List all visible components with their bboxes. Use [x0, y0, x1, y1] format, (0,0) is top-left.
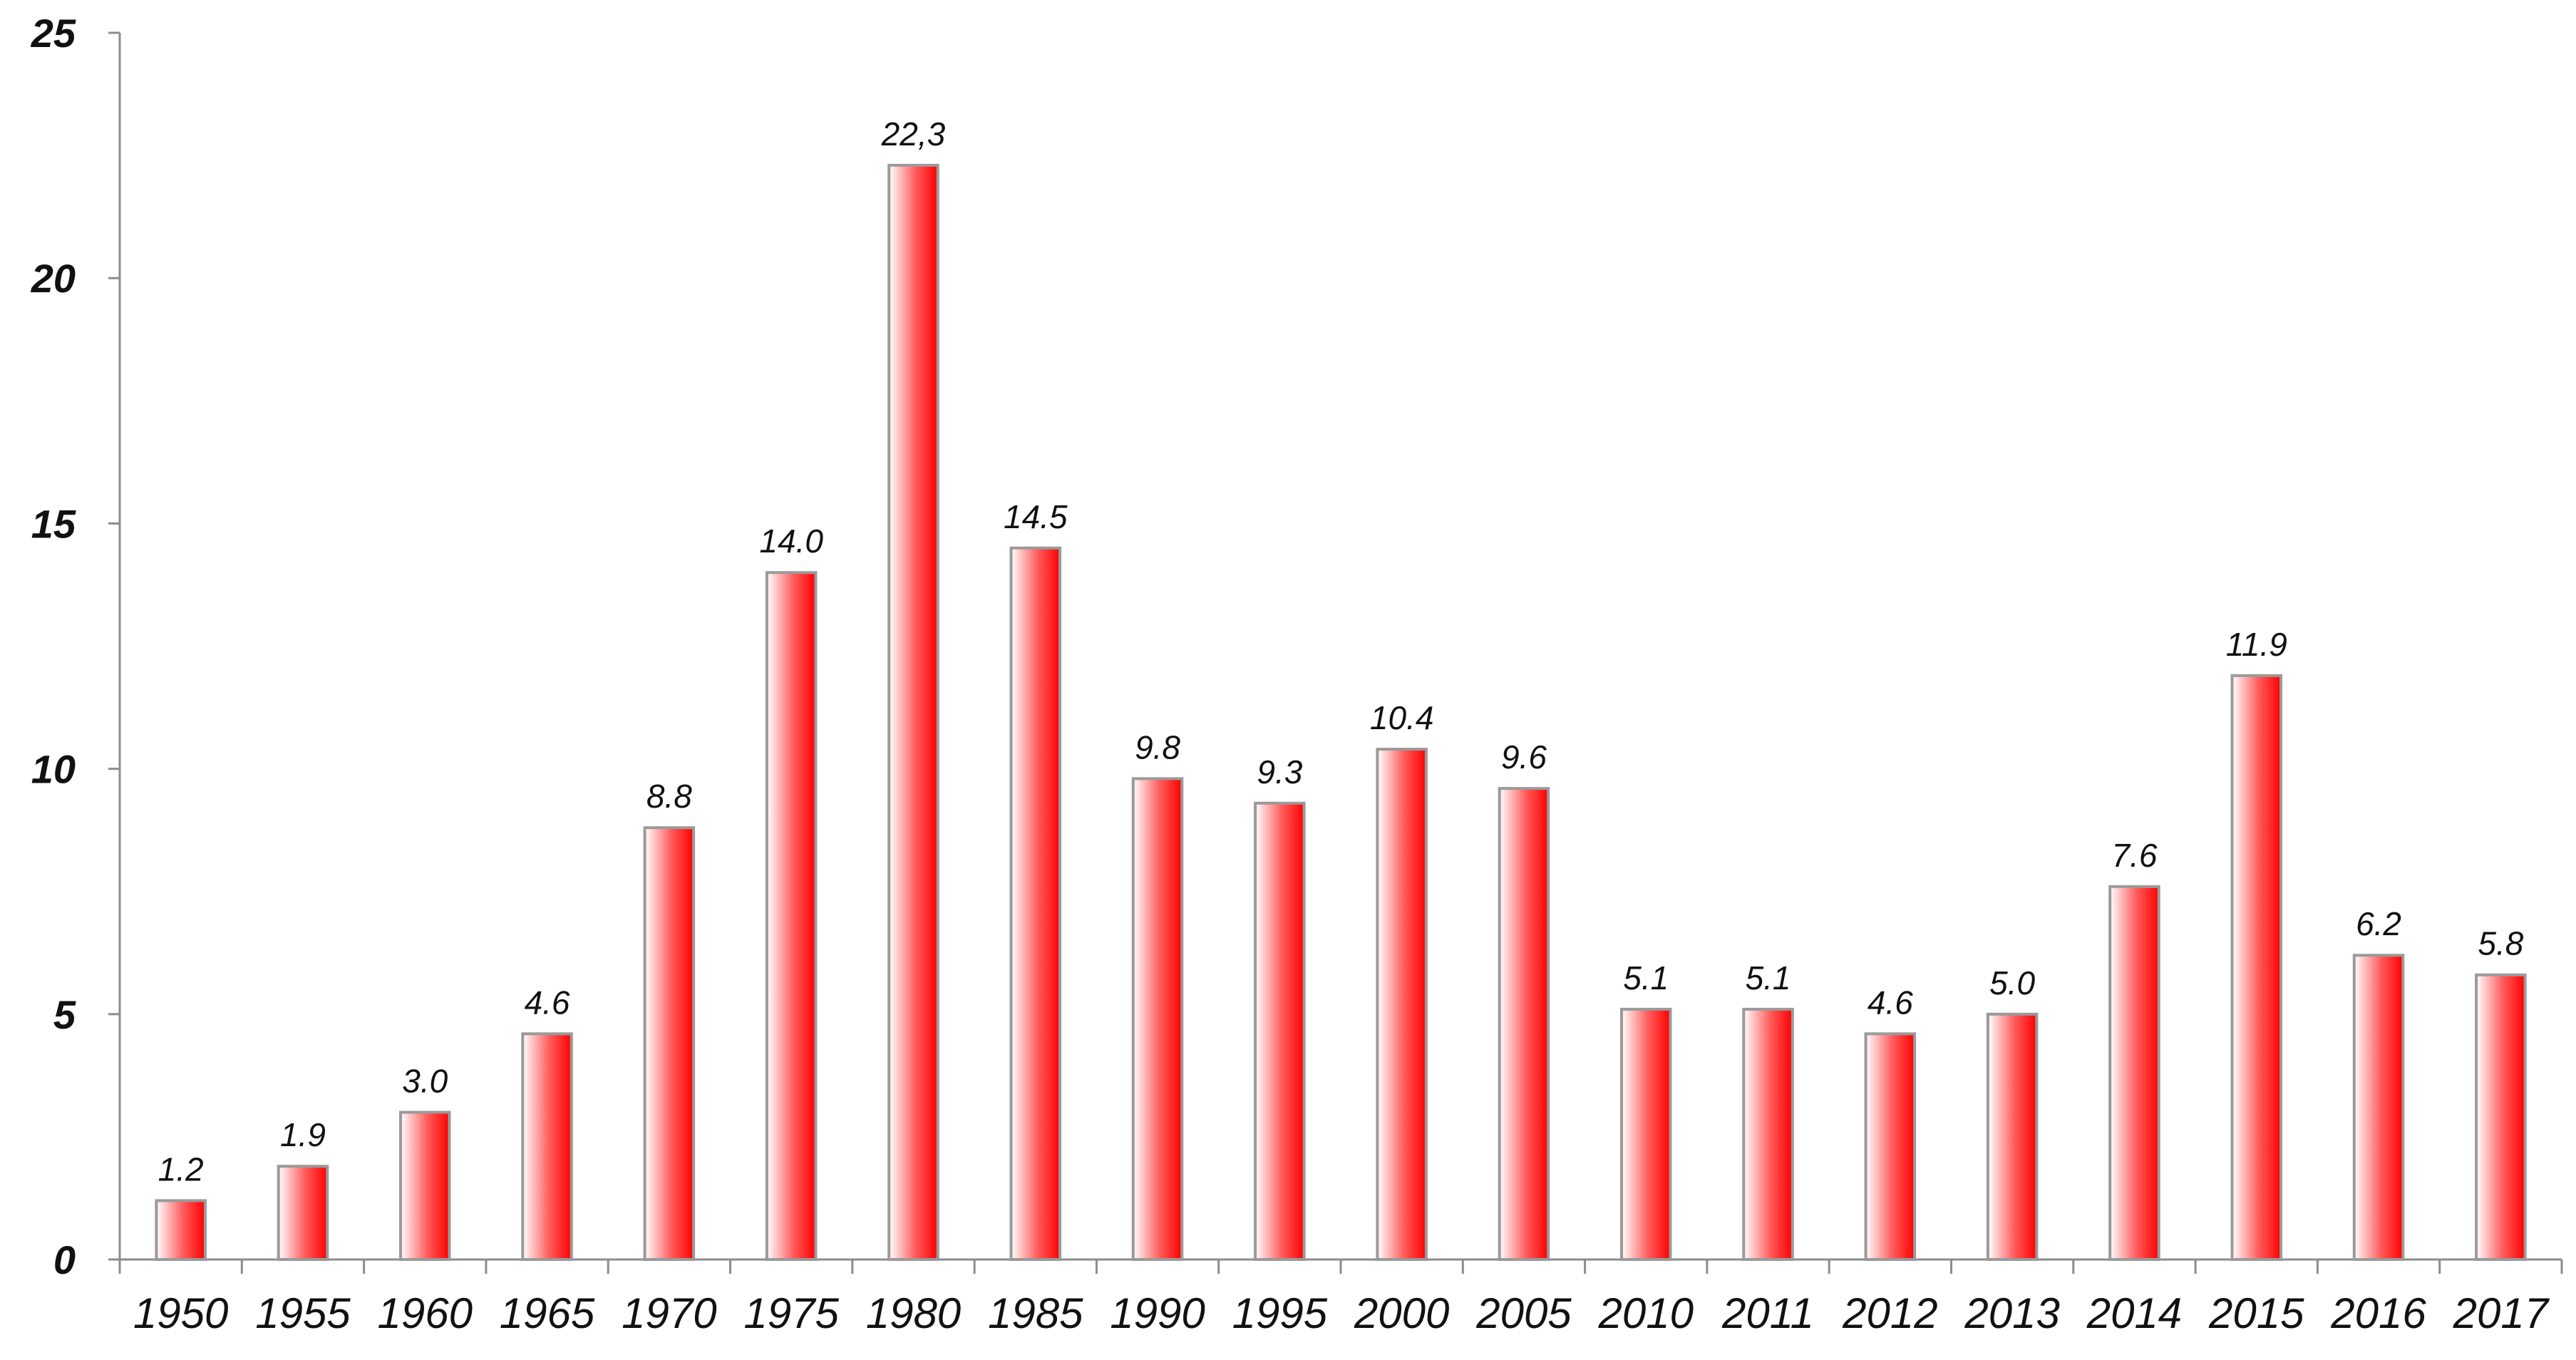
data-label-2015: 11.9 — [2226, 626, 2287, 663]
x-tick-label: 2016 — [2330, 1289, 2426, 1337]
bar-1965 — [521, 1032, 573, 1262]
bar-1950 — [155, 1199, 207, 1261]
x-tick-label: 2013 — [1964, 1289, 2059, 1337]
x-tick-label: 1995 — [1232, 1289, 1328, 1337]
bar-2017 — [2475, 973, 2527, 1262]
x-tick-label: 2010 — [1598, 1289, 1694, 1337]
bar-1955 — [277, 1165, 329, 1261]
x-tick-label: 2011 — [1721, 1289, 1814, 1337]
bar-1970 — [643, 826, 696, 1261]
y-tick-label: 20 — [31, 256, 76, 301]
x-tick-label: 2005 — [1475, 1289, 1572, 1337]
bar-2010 — [1619, 1007, 1672, 1262]
bar-2005 — [1498, 787, 1550, 1261]
bar-1975 — [765, 571, 818, 1261]
y-tick-label: 10 — [31, 747, 76, 792]
bar-1995 — [1254, 801, 1306, 1261]
bar-2011 — [1742, 1007, 1794, 1262]
data-label-2017: 5.8 — [2478, 925, 2523, 962]
bar-1960 — [398, 1111, 451, 1261]
data-label-2013: 5.0 — [1989, 964, 2035, 1001]
x-tick-label: 2014 — [2086, 1289, 2182, 1337]
data-label-1955: 1.9 — [280, 1116, 326, 1153]
data-label-1980: 22,3 — [881, 115, 946, 153]
x-tick-label: 1950 — [133, 1289, 228, 1337]
tick-labels: 0 5 10 15 20 25 1950 1955 1960 1965 1970 1975 1980 19… — [31, 11, 2550, 1337]
x-tick-label: 1960 — [378, 1289, 473, 1337]
y-tick-label: 25 — [31, 11, 76, 56]
data-label-2014: 7.6 — [2111, 837, 2157, 874]
bar-1980 — [887, 163, 939, 1261]
data-labels: 1.2 1.9 3.0 4.6 8.8 14.0 22,3 14.5 9.8 9.3 10.4 9.6… — [158, 115, 2524, 1188]
data-label-1965: 4.6 — [525, 984, 570, 1021]
data-label-2012: 4.6 — [1867, 984, 1913, 1021]
x-tick-label: 1955 — [255, 1289, 351, 1337]
x-tick-label: 2012 — [1842, 1289, 1937, 1337]
y-tick-label: 5 — [53, 992, 76, 1037]
data-label-2000: 10.4 — [1370, 699, 1434, 736]
data-label-1960: 3.0 — [402, 1062, 448, 1099]
x-tick-label: 1975 — [743, 1289, 839, 1337]
data-label-2011: 5.1 — [1746, 959, 1791, 996]
data-label-2016: 6.2 — [2356, 905, 2401, 942]
data-label-1975: 14.0 — [759, 522, 823, 560]
x-tick-label: 1970 — [622, 1289, 716, 1337]
y-tick-label: 0 — [53, 1237, 76, 1282]
bar-2013 — [1986, 1012, 2039, 1262]
x-tick-label: 2017 — [2453, 1289, 2550, 1337]
data-label-1985: 14.5 — [1004, 498, 1068, 535]
axes — [108, 31, 2563, 1274]
x-tick-label: 2000 — [1354, 1289, 1449, 1337]
bar-1985 — [1009, 546, 1062, 1261]
x-tick-label: 1990 — [1110, 1289, 1205, 1337]
bar-1990 — [1131, 777, 1184, 1262]
bars — [155, 163, 2527, 1262]
x-tick-label: 1980 — [866, 1289, 961, 1337]
bar-2012 — [1864, 1032, 1917, 1262]
bar-2000 — [1376, 748, 1428, 1261]
x-tick-label: 1965 — [500, 1289, 595, 1337]
data-label-1970: 8.8 — [646, 778, 692, 815]
bar-2016 — [2352, 954, 2405, 1262]
bar-2014 — [2108, 885, 2160, 1262]
y-tick-label: 15 — [31, 501, 76, 546]
bar-2015 — [2230, 674, 2283, 1261]
data-label-1950: 1.2 — [158, 1150, 204, 1188]
data-label-1995: 9.3 — [1257, 753, 1302, 790]
data-label-2005: 9.6 — [1501, 738, 1547, 776]
data-label-1990: 9.8 — [1135, 728, 1180, 766]
data-label-2010: 5.1 — [1623, 959, 1669, 996]
x-tick-label: 1985 — [988, 1289, 1083, 1337]
x-tick-label: 2015 — [2208, 1289, 2304, 1337]
